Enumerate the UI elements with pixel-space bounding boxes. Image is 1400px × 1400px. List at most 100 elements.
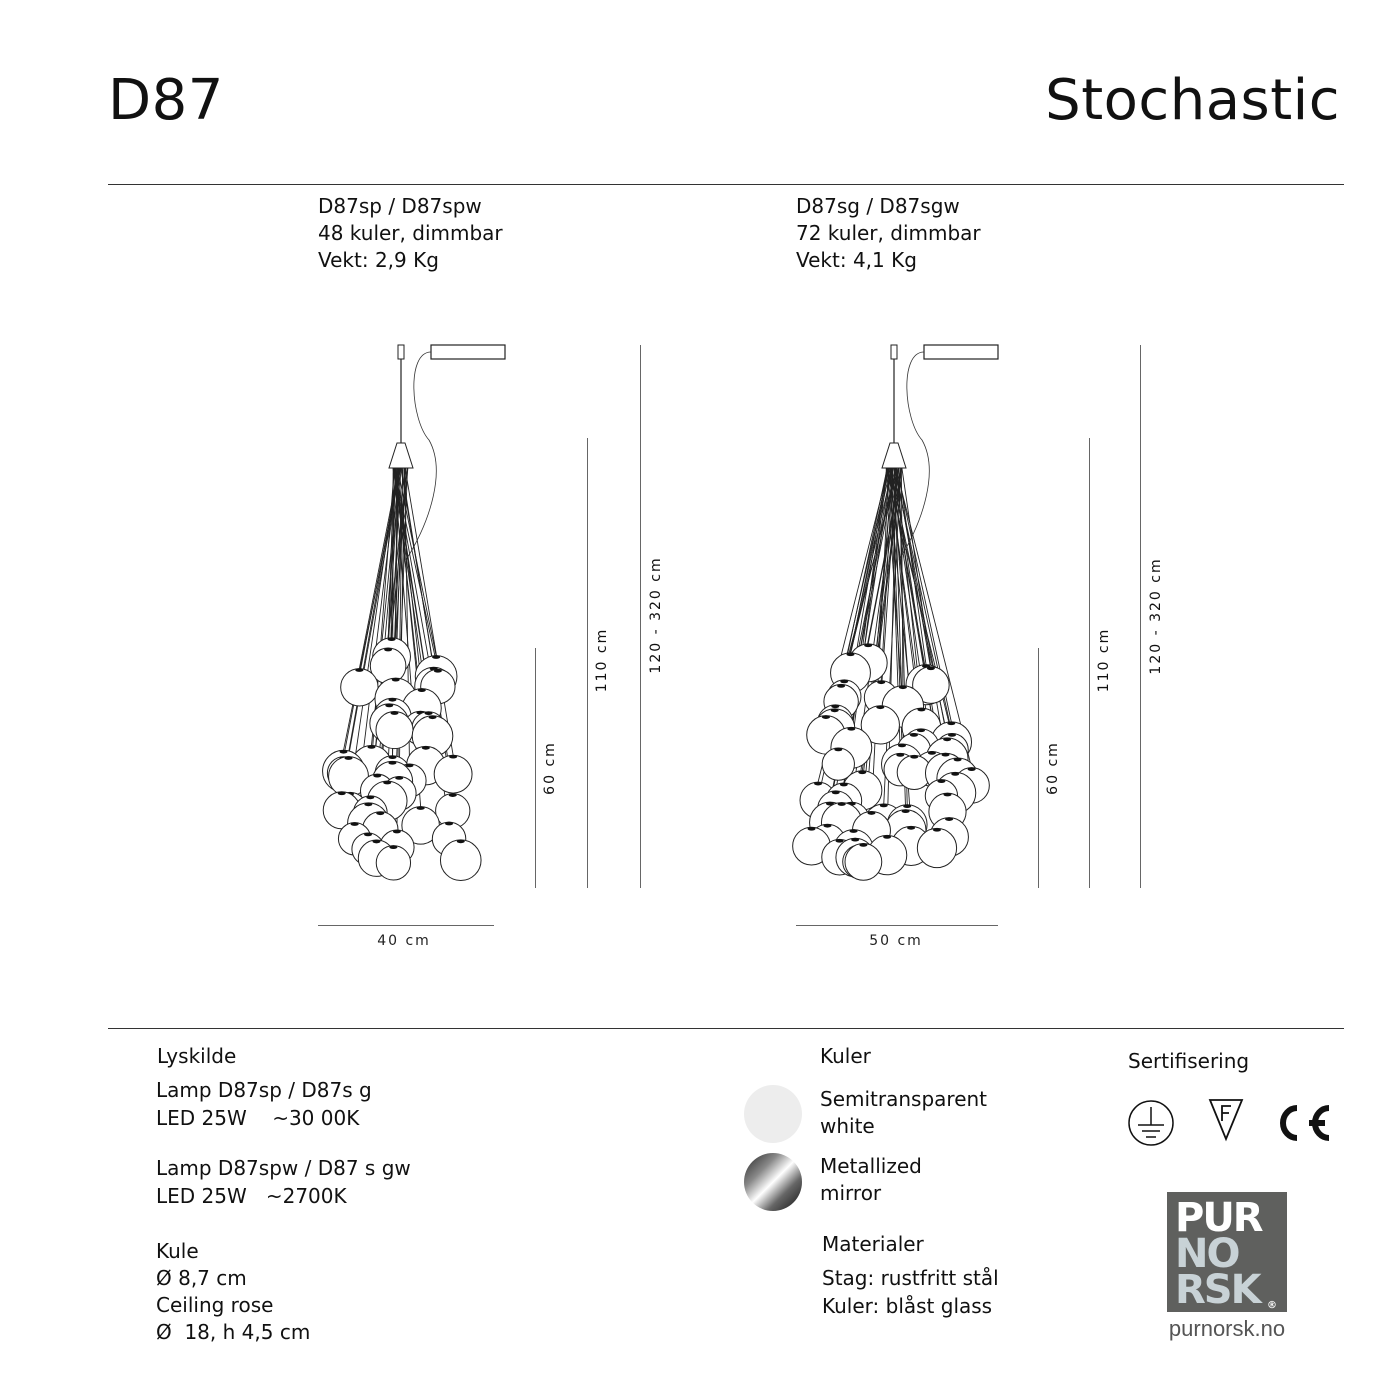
- ball-cap: [392, 829, 401, 834]
- ball-cap: [449, 754, 458, 759]
- glass-ball: [916, 827, 958, 869]
- dim-range-label: 120 - 320 cm: [648, 556, 664, 674]
- dimension-line: [318, 925, 494, 926]
- ball-cap: [859, 843, 868, 847]
- ball-cap: [366, 795, 375, 800]
- ball-cap: [932, 828, 941, 832]
- ball-cap: [424, 711, 433, 716]
- f-mark-icon: [1208, 1099, 1244, 1142]
- ball-cap: [821, 715, 830, 719]
- ball-cap: [926, 666, 935, 671]
- led-2-label: LED 25W ~2700K: [156, 1184, 347, 1208]
- ball-cap: [916, 728, 925, 733]
- ball-cap: [428, 715, 437, 720]
- ball-cap: [864, 643, 873, 648]
- ball-cap: [877, 680, 886, 685]
- ball-cap: [417, 688, 426, 692]
- ball-cap: [391, 677, 400, 682]
- ball-cap: [350, 822, 359, 826]
- top-divider: [108, 184, 1344, 185]
- ball-cap: [901, 809, 910, 814]
- swatch-2-label: Metallized mirror: [820, 1153, 922, 1207]
- ball-cap: [383, 780, 392, 785]
- ball-cap: [344, 756, 353, 760]
- ball-wire: [341, 467, 400, 792]
- ball-cap: [953, 757, 962, 762]
- ball-cap: [364, 832, 373, 837]
- ball-cap: [389, 845, 398, 849]
- ball-cap: [847, 727, 856, 731]
- ball-cap: [831, 704, 840, 709]
- swatch-1-line1: Semitransparent: [820, 1087, 988, 1111]
- ball-cap: [909, 733, 918, 737]
- ball-cap: [395, 776, 404, 780]
- ball-cap: [943, 737, 952, 742]
- swatch-metallized-mirror: [744, 1153, 802, 1211]
- swatch-2-line1: Metallized: [820, 1154, 922, 1178]
- ball-cap: [917, 707, 926, 712]
- ceiling-anchor: [397, 344, 405, 360]
- ball-cap: [941, 752, 950, 757]
- brand-url: purnorsk.no: [1168, 1316, 1286, 1341]
- ball-cap: [807, 827, 816, 831]
- ball-cap: [907, 826, 916, 830]
- ball-cap: [849, 829, 858, 833]
- glass-ball: [375, 845, 412, 881]
- ball-cap: [364, 802, 373, 807]
- ball-cap: [388, 761, 397, 765]
- ce-mark-icon: [1280, 1105, 1330, 1141]
- lamp-drawings: [322, 344, 999, 882]
- power-cable: [898, 351, 930, 561]
- ceiling-rose: [923, 344, 999, 360]
- dim-range-label: 120 - 320 cm: [1148, 557, 1164, 675]
- dimension-line: [796, 925, 998, 926]
- model-title: D87: [108, 68, 224, 133]
- swatch-1-label: Semitransparent white: [820, 1086, 987, 1140]
- ball-cap: [851, 837, 860, 842]
- ball-cap: [927, 751, 936, 755]
- ball-cap: [384, 647, 393, 652]
- ball-cap: [947, 721, 956, 726]
- kule-diameter: Ø 8,7 cm: [156, 1266, 247, 1290]
- ball-cap: [448, 793, 457, 797]
- certification-icons: [1128, 1099, 1330, 1146]
- ball-cap: [867, 811, 876, 815]
- material-stag: Stag: rustfritt stål: [822, 1266, 999, 1290]
- ball-cap: [373, 773, 382, 778]
- ball-wire: [895, 467, 973, 768]
- led-1-label: LED 25W ~30 00K: [156, 1106, 360, 1130]
- ball-cap: [837, 684, 846, 688]
- ball-cap: [883, 835, 892, 839]
- dimension-line: [1140, 345, 1141, 888]
- ball-cap: [898, 685, 907, 690]
- materialer-heading: Materialer: [822, 1232, 924, 1256]
- kuler-heading: Kuler: [820, 1044, 871, 1068]
- glass-ball: [439, 839, 482, 882]
- glass-ball: [375, 711, 414, 750]
- material-kuler: Kuler: blåst glass: [822, 1294, 993, 1318]
- dimension-line: [1038, 648, 1039, 888]
- ball-cap: [876, 705, 885, 710]
- purnorsk-logo: PUR NO RSK ®: [1167, 1192, 1287, 1312]
- ball-cap: [840, 679, 849, 684]
- ball-cap: [879, 803, 888, 808]
- ball-cap: [416, 806, 425, 810]
- ball-cap: [903, 804, 912, 809]
- ball-cap: [367, 745, 376, 749]
- ball-cap: [897, 743, 906, 748]
- ground-icon: [1128, 1100, 1174, 1146]
- variant-1-specs: D87sp / D87spw 48 kuler, dimmbar Vekt: 2…: [318, 193, 503, 274]
- ball-cap: [896, 753, 905, 757]
- ball-cap: [967, 767, 976, 771]
- dim-body-label: 60 cm: [542, 741, 558, 795]
- bottom-divider: [108, 1028, 1344, 1029]
- cone-hub: [388, 442, 414, 469]
- ball-cap: [339, 749, 348, 754]
- ball-cap: [846, 652, 855, 657]
- ceiling-rose-heading: Ceiling rose: [156, 1293, 274, 1317]
- swatch-2-line2: mirror: [820, 1181, 882, 1205]
- ball-cap: [837, 802, 846, 806]
- ball-cap: [432, 655, 441, 659]
- dim-total-label: 110 cm: [1096, 627, 1112, 693]
- dim-body-label: 60 cm: [1045, 741, 1061, 795]
